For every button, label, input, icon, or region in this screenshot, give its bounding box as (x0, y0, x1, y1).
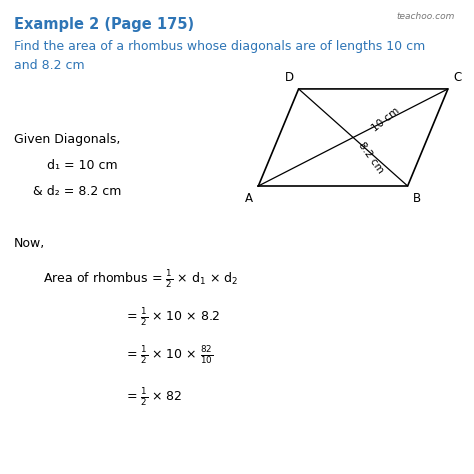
Text: C: C (453, 72, 462, 84)
Text: = $\frac{1}{2}$ × 82: = $\frac{1}{2}$ × 82 (126, 386, 182, 408)
Text: Now,: Now, (14, 237, 46, 250)
Text: = $\frac{1}{2}$ × 10 × 8.2: = $\frac{1}{2}$ × 10 × 8.2 (126, 306, 220, 328)
Text: Example 2 (Page 175): Example 2 (Page 175) (14, 17, 194, 32)
Text: Find the area of a rhombus whose diagonals are of lengths 10 cm: Find the area of a rhombus whose diagona… (14, 40, 426, 53)
Text: 8.2 cm: 8.2 cm (356, 140, 386, 175)
Text: & d₂ = 8.2 cm: & d₂ = 8.2 cm (33, 185, 121, 198)
Text: Area of rhombus = $\frac{1}{2}$ × d$_1$ × d$_2$: Area of rhombus = $\frac{1}{2}$ × d$_1$ … (43, 268, 238, 290)
Text: B: B (413, 192, 421, 205)
Text: D: D (284, 72, 294, 84)
Text: A: A (245, 192, 253, 205)
Text: = $\frac{1}{2}$ × 10 × $\frac{82}{10}$: = $\frac{1}{2}$ × 10 × $\frac{82}{10}$ (126, 344, 213, 365)
Text: and 8.2 cm: and 8.2 cm (14, 59, 85, 72)
Text: 10 cm: 10 cm (370, 106, 401, 134)
Text: teachoo.com: teachoo.com (397, 12, 455, 21)
Text: Given Diagonals,: Given Diagonals, (14, 133, 120, 146)
Text: d₁ = 10 cm: d₁ = 10 cm (47, 159, 118, 172)
